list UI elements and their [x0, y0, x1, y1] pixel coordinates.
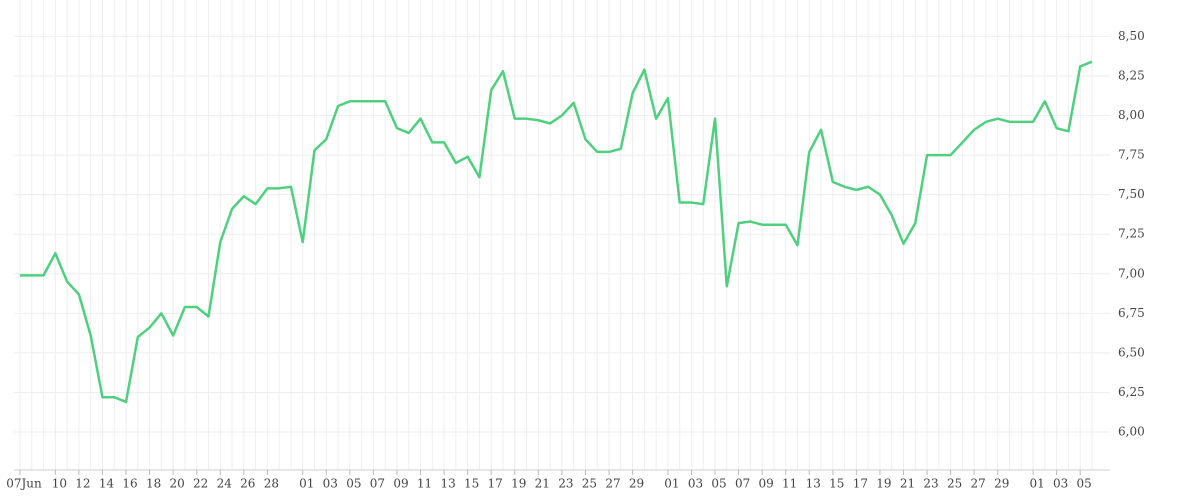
- data-line: [20, 60, 1093, 404]
- x-tick-label: 03: [688, 477, 703, 491]
- x-tick-label: 23: [558, 477, 573, 491]
- x-tick-label: 25: [582, 477, 597, 491]
- y-tick-label: 8,00: [1118, 108, 1145, 122]
- x-tick-label: 07: [735, 477, 750, 491]
- x-tick-label: 19: [876, 477, 891, 491]
- y-tick-label: 7,25: [1118, 227, 1145, 241]
- x-tick-label: 23: [923, 477, 938, 491]
- x-tick-label: 07Jun: [6, 477, 42, 491]
- x-tick-label: 25: [947, 477, 962, 491]
- x-tick-label: 15: [464, 477, 479, 491]
- x-tick-label: 05: [1077, 477, 1092, 491]
- y-tick-label: 7,00: [1118, 266, 1145, 280]
- y-tick-label: 6,50: [1118, 345, 1145, 359]
- x-tick-label: 09: [758, 477, 773, 491]
- x-tick-label: 11: [782, 477, 797, 491]
- x-tick-label: 05: [346, 477, 361, 491]
- x-tick-label: 11: [417, 477, 432, 491]
- y-tick-label: 7,50: [1118, 187, 1145, 201]
- x-tick-label: 03: [1053, 477, 1068, 491]
- x-tick-label: 24: [217, 477, 233, 491]
- x-tick-label: 22: [193, 477, 208, 491]
- y-tick-label: 6,00: [1118, 425, 1145, 439]
- x-tick-label: 13: [806, 477, 821, 491]
- y-tick-label: 7,75: [1118, 148, 1145, 162]
- y-tick-label: 6,25: [1118, 385, 1145, 399]
- x-tick-label: 21: [535, 477, 550, 491]
- y-tick-label: 8,50: [1118, 29, 1145, 43]
- x-tick-label: 19: [511, 477, 526, 491]
- x-tick-label: 28: [264, 477, 279, 491]
- x-tick-label: 05: [711, 477, 726, 491]
- x-tick-label: 16: [122, 477, 137, 491]
- x-tick-label: 13: [440, 477, 455, 491]
- x-tick-label: 17: [853, 477, 868, 491]
- y-tick-label: 8,25: [1118, 68, 1145, 82]
- x-tick-label: 14: [99, 477, 115, 491]
- x-tick-label: 21: [900, 477, 915, 491]
- x-tick-label: 10: [52, 477, 67, 491]
- x-tick-label: 01: [299, 477, 314, 491]
- x-tick-label: 27: [971, 477, 986, 491]
- x-tick-label: 20: [169, 477, 184, 491]
- x-tick-label: 29: [629, 477, 644, 491]
- x-tick-label: 12: [75, 477, 90, 491]
- x-tick-label: 18: [146, 477, 161, 491]
- x-tick-label: 27: [605, 477, 620, 491]
- x-tick-label: 09: [393, 477, 408, 491]
- x-tick-label: 07: [370, 477, 385, 491]
- x-tick-label: 17: [488, 477, 503, 491]
- x-tick-label: 01: [664, 477, 679, 491]
- y-tick-label: 6,75: [1118, 306, 1145, 320]
- x-tick-label: 03: [323, 477, 338, 491]
- x-tick-label: 01: [1029, 477, 1044, 491]
- x-tick-label: 29: [994, 477, 1009, 491]
- x-tick-label: 26: [240, 477, 255, 491]
- x-tick-label: 15: [829, 477, 844, 491]
